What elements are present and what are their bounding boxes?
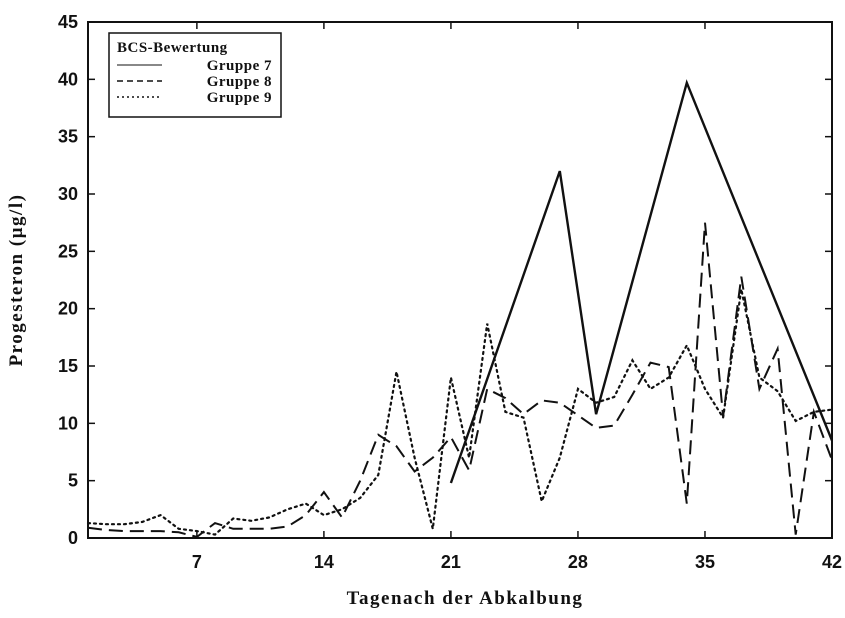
y-tick-label: 5	[68, 471, 78, 491]
y-tick-label: 25	[58, 241, 78, 261]
y-tick-label: 15	[58, 356, 78, 376]
x-axis-title: Tagenach der Abkalbung	[347, 588, 584, 609]
x-tick-label: 14	[314, 552, 334, 572]
y-axis-title: Progesteron (µg/l)	[6, 194, 27, 367]
y-tick-label: 20	[58, 299, 78, 319]
legend-title: BCS-Bewertung	[117, 40, 228, 56]
y-tick-label: 45	[58, 12, 78, 32]
y-tick-label: 40	[58, 69, 78, 89]
plot-frame	[87, 21, 833, 539]
x-tick-label: 35	[695, 552, 715, 572]
y-tick-label: 30	[58, 184, 78, 204]
y-tick-label: 0	[68, 528, 78, 548]
series-layer	[86, 79, 834, 538]
x-tick-label: 28	[568, 552, 588, 572]
series-line-1	[449, 79, 834, 484]
legend-box	[108, 32, 282, 118]
ticks-layer: 0 5 10 15 20 25 30 35 40 45 7 14 21 28 35 42	[58, 12, 842, 572]
x-tick-label: 42	[822, 552, 842, 572]
series-line-2	[87, 222, 833, 538]
x-tick-label: 7	[192, 552, 202, 572]
legend-label-3: Gruppe 9	[207, 90, 272, 106]
series-line-3	[86, 288, 834, 536]
y-tick-label: 35	[58, 127, 78, 147]
x-tick-label: 21	[441, 552, 461, 572]
legend-label-2: Gruppe 8	[207, 74, 272, 90]
y-tick-label: 10	[58, 413, 78, 433]
legend-label-1: Gruppe 7	[207, 58, 272, 74]
